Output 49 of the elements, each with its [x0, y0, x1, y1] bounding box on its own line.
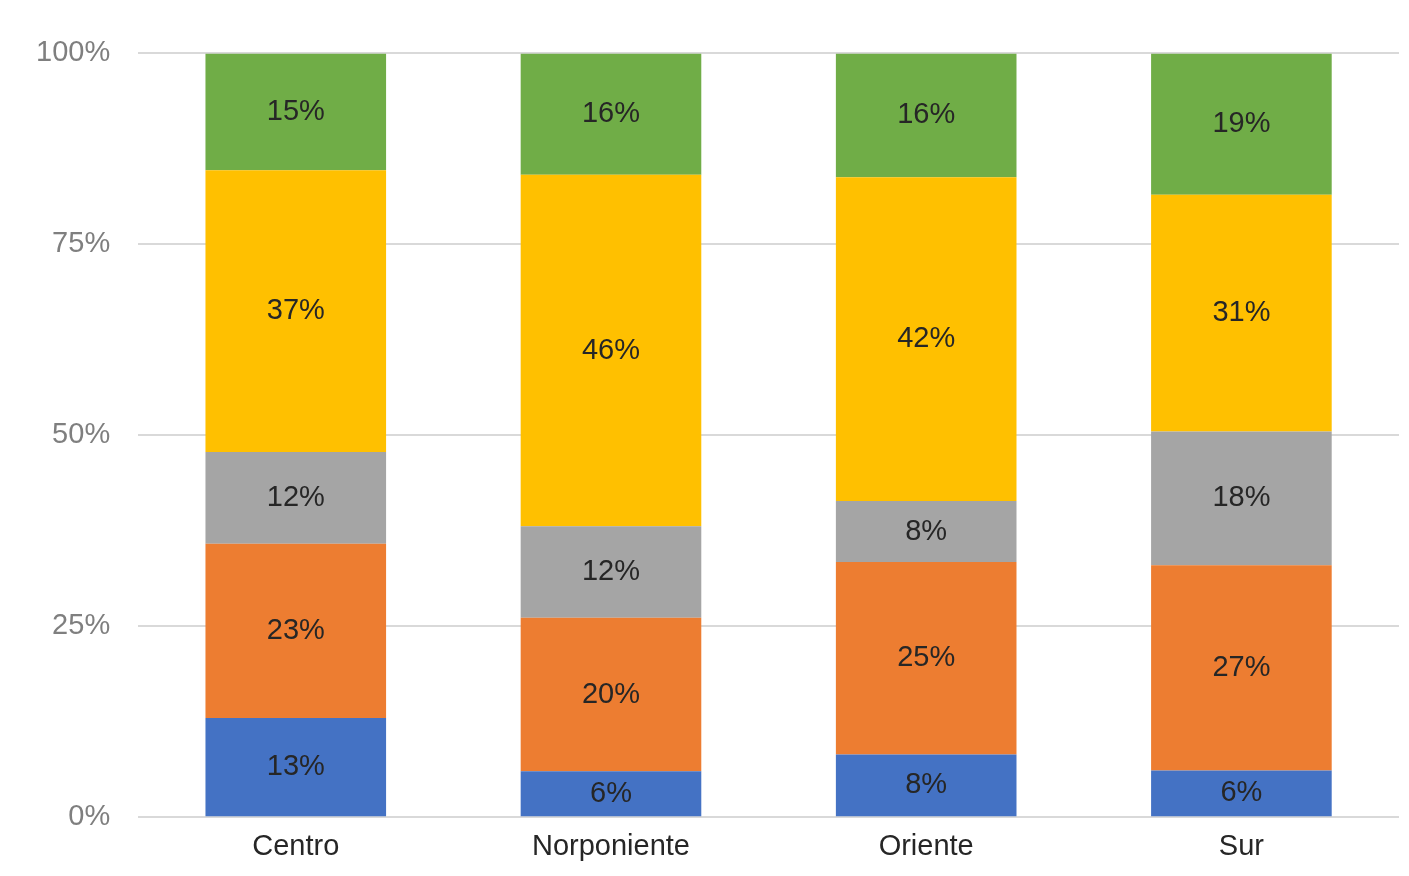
bar — [1151, 53, 1332, 195]
bar — [1151, 770, 1332, 817]
data-label: 19% — [1212, 106, 1271, 139]
bar — [1151, 565, 1332, 771]
data-label: 37% — [266, 293, 325, 326]
x-tick-label: Norponiente — [531, 828, 690, 861]
bar — [520, 771, 702, 817]
data-label: 6% — [590, 775, 632, 808]
y-tick-label: 0% — [68, 799, 111, 832]
bar — [835, 177, 1017, 501]
bar — [835, 500, 1017, 563]
bar — [835, 562, 1017, 755]
y-tick-label: 75% — [52, 226, 111, 259]
x-tick-label: Oriente — [878, 828, 974, 861]
data-label: 6% — [1220, 775, 1263, 808]
bar — [1151, 431, 1332, 566]
data-label: 18% — [1212, 480, 1271, 513]
data-label: 23% — [266, 612, 325, 645]
data-label: 16% — [581, 96, 641, 129]
bar — [520, 617, 702, 772]
data-label: 27% — [1212, 649, 1271, 682]
x-tick-label: Sur — [1218, 828, 1265, 861]
data-label: 16% — [897, 97, 956, 130]
data-label: 25% — [897, 640, 956, 673]
bar — [520, 174, 702, 527]
bar — [835, 53, 1017, 178]
data-label: 15% — [266, 93, 325, 126]
y-tick-label: 50% — [52, 417, 111, 450]
bar — [520, 53, 702, 175]
data-label: 42% — [897, 321, 956, 354]
bar — [205, 170, 387, 453]
data-label: 12% — [266, 479, 325, 512]
data-label: 13% — [266, 749, 325, 782]
bar — [520, 526, 702, 618]
bar — [205, 452, 387, 544]
y-tick-label: 25% — [52, 608, 111, 641]
bar — [205, 543, 387, 718]
data-label: 31% — [1212, 295, 1271, 328]
bar — [205, 717, 387, 817]
bar — [1151, 194, 1332, 432]
y-tick-label: 100% — [36, 35, 111, 68]
bar — [205, 53, 387, 171]
data-label: 46% — [581, 332, 641, 365]
data-label: 20% — [581, 676, 641, 709]
x-tick-label: Centro — [252, 828, 340, 861]
bar — [835, 754, 1017, 817]
data-label: 8% — [905, 767, 948, 800]
data-label: 8% — [905, 513, 948, 546]
data-label: 12% — [581, 554, 641, 587]
